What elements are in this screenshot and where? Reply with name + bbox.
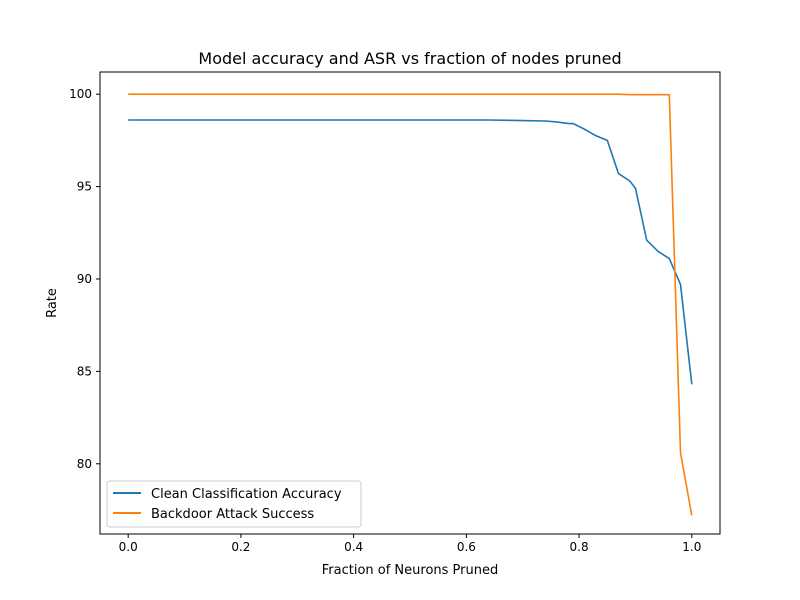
y-tick-label: 85 <box>77 364 92 378</box>
x-axis-label: Fraction of Neurons Pruned <box>322 563 499 578</box>
x-tick-label: 0.0 <box>119 540 138 554</box>
plot-frame <box>99 71 721 535</box>
y-axis-ticks: 80 85 90 95 100 <box>69 87 100 471</box>
y-axis-label: Rate <box>45 288 60 318</box>
legend-label-clean-accuracy: Clean Classification Accuracy <box>151 487 342 502</box>
series-line-clean-accuracy <box>128 119 693 385</box>
x-tick-label: 0.8 <box>570 540 589 554</box>
y-tick-label: 100 <box>69 87 92 101</box>
y-tick-label: 80 <box>77 457 92 471</box>
legend-box <box>106 480 362 528</box>
y-tick-label: 90 <box>77 272 92 286</box>
legend: Clean Classification Accuracy Backdoor A… <box>106 480 362 528</box>
legend-label-backdoor-success: Backdoor Attack Success <box>151 507 314 522</box>
series-line-backdoor-success <box>128 93 693 516</box>
x-axis-ticks: 0.0 0.2 0.4 0.6 0.8 1.0 <box>119 534 701 554</box>
x-tick-label: 0.2 <box>231 540 250 554</box>
chart-title: Model accuracy and ASR vs fraction of no… <box>198 49 621 68</box>
x-tick-label: 0.4 <box>344 540 363 554</box>
x-tick-label: 0.6 <box>457 540 476 554</box>
plot-lines <box>128 93 693 516</box>
y-tick-label: 95 <box>77 180 92 194</box>
x-tick-label: 1.0 <box>682 540 701 554</box>
